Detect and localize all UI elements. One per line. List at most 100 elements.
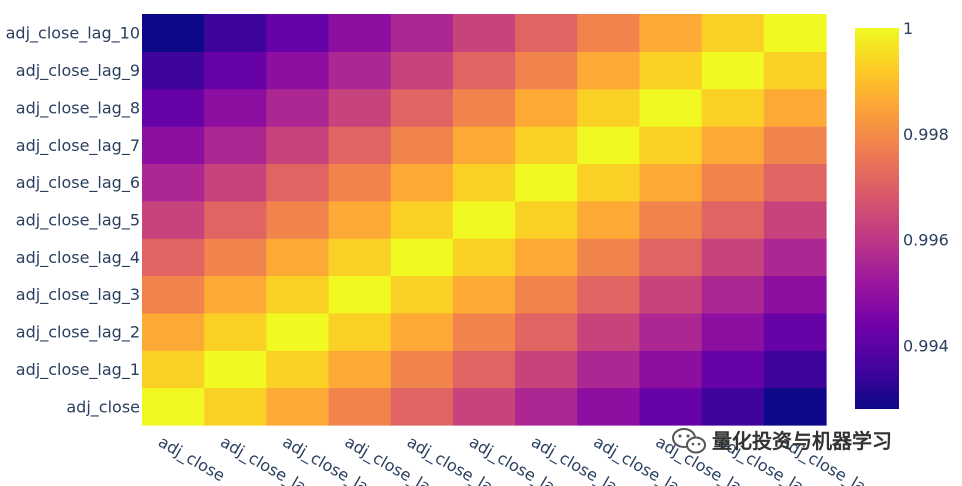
heatmap-cell [204,387,267,426]
y-tick-label: adj_close_lag_3 [16,285,140,305]
heatmap-cell [763,51,827,90]
heatmap-cell [763,14,827,52]
heatmap-cell [452,14,516,52]
y-tick-label: adj_close_lag_6 [16,173,140,193]
heatmap-cell [639,387,703,426]
heatmap-cell [763,126,827,165]
heatmap-cell [142,238,205,277]
heatmap-cell [577,200,641,239]
heatmap-cell [639,275,703,314]
y-tick-label: adj_close_lag_2 [16,323,140,343]
watermark-text: 量化投资与机器学习 [712,429,892,453]
heatmap-cell [515,387,578,426]
heatmap-cell [204,14,267,52]
heatmap-cell [701,163,765,202]
heatmap-cell [763,350,827,389]
heatmap-cell [577,51,641,90]
heatmap-cell [577,312,641,351]
heatmap-cell [204,312,267,351]
heatmap-cell [142,88,205,127]
heatmap-cell [577,14,641,52]
heatmap-cell [266,126,330,165]
heatmap-cell [328,200,392,239]
heatmap-cell [452,200,516,239]
heatmap-cell [763,275,827,314]
colorbar-tick-label: 1 [903,19,913,38]
heatmap-cell [515,14,578,52]
wechat-logo-icon [672,428,706,454]
heatmap-cell [142,51,205,90]
heatmap-cell [452,238,516,277]
heatmap-cell [763,163,827,202]
heatmap-cell [328,387,392,426]
heatmap-cell [701,200,765,239]
y-tick-label: adj_close_lag_8 [16,98,140,118]
heatmap-cell [266,200,330,239]
y-tick-label: adj_close_lag_4 [16,248,140,268]
colorbar-tick-label: 0.994 [903,337,949,356]
heatmap-cell [390,88,454,127]
heatmap-cell [639,312,703,351]
colorbar: 0.994 0.996 0.998 1 [855,19,949,409]
heatmap-cell [328,163,392,202]
heatmap-cell [701,126,765,165]
heatmap-cell [204,350,267,389]
heatmap-cell [515,350,578,389]
heatmap-cell [701,275,765,314]
heatmap-cell [452,88,516,127]
heatmap-cell [328,312,392,351]
heatmap-cell [142,312,205,351]
heatmap-cell [701,387,765,426]
heatmap-cells [142,14,827,426]
x-tick-label: adj_close [155,432,229,486]
heatmap-cell [390,163,454,202]
heatmap-cell [577,350,641,389]
y-tick-label: adj_close_lag_5 [16,211,140,231]
heatmap-cell [142,14,205,52]
heatmap-cell [204,200,267,239]
heatmap-cell [452,51,516,90]
heatmap-cell [515,126,578,165]
heatmap-cell [639,200,703,239]
heatmap-cell [390,275,454,314]
watermark: 量化投资与机器学习 [672,428,892,454]
heatmap-cell [763,312,827,351]
heatmap-cell [142,126,205,165]
heatmap-cell [390,126,454,165]
heatmap-cell [639,88,703,127]
heatmap-cell [266,88,330,127]
heatmap-cell [266,275,330,314]
heatmap-cell [763,238,827,277]
heatmap-cell [515,200,578,239]
heatmap-cell [577,238,641,277]
heatmap-cell [701,238,765,277]
heatmap-cell [266,312,330,351]
heatmap-cell [452,387,516,426]
heatmap-cell [266,14,330,52]
heatmap-cell [701,14,765,52]
heatmap-cell [639,126,703,165]
heatmap-cell [390,350,454,389]
heatmap-cell [639,51,703,90]
heatmap-cell [204,275,267,314]
heatmap-cell [142,350,205,389]
heatmap-cell [142,275,205,314]
heatmap-cell [266,163,330,202]
heatmap-cell [577,126,641,165]
colorbar-tick-label: 0.998 [903,125,949,144]
heatmap-cell [328,238,392,277]
heatmap-cell [515,88,578,127]
heatmap-cell [701,51,765,90]
y-axis-tick-labels: adj_close adj_close_lag_1 adj_close_lag_2 a… [6,24,140,418]
heatmap-cell [452,350,516,389]
heatmap-cell [639,163,703,202]
heatmap-cell [142,163,205,202]
heatmap-cell [701,88,765,127]
heatmap-cell [515,312,578,351]
heatmap-cell [701,312,765,351]
y-tick-label: adj_close_lag_7 [16,136,140,156]
heatmap-cell [452,275,516,314]
colorbar-tick-label: 0.996 [903,231,949,250]
heatmap-cell [515,163,578,202]
heatmap-cell [266,51,330,90]
